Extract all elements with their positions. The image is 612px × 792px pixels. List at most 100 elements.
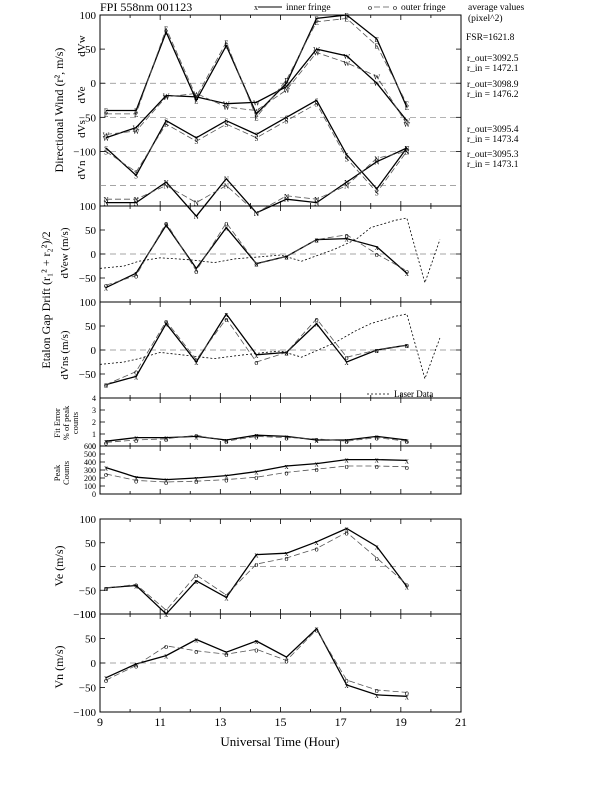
data-point: x [285,462,289,471]
data-point: x [285,653,289,662]
data-point: o [345,437,349,446]
panel4-ylabel-c: counts [70,412,80,434]
data-point: x [345,436,349,445]
series-line-outer-fringe [105,318,407,385]
y-tick-label: 0 [91,345,97,357]
data-point: o [224,591,228,600]
annotation-r-in: r_in = 1476.2 [467,90,519,100]
data-point: W [343,60,350,68]
series-line-inner-fringe [105,434,407,442]
data-point: x [405,341,409,350]
annotation-r-out: r_out=3098.9 [467,80,519,90]
data-point: o [164,642,168,651]
x-tick-label: 13 [214,715,226,729]
data-point: o [104,584,108,593]
data-point: o [104,381,108,390]
data-point: x [134,660,138,669]
data-point: o [134,368,138,377]
y-tick-label: 100 [80,10,97,22]
panel2-ylabel: dVew (m/s) [59,227,71,278]
y-tick-label: 0 [91,658,97,670]
panel3-ylabel: dVns (m/s) [59,330,71,380]
data-point: N [164,183,169,191]
data-point: x [405,269,409,278]
data-point: o [134,436,138,445]
data-point: W [313,46,320,54]
y-tick-label: 400 [84,458,96,467]
data-point: x [345,235,349,244]
data-point: S [254,135,258,143]
data-point: x [405,582,409,591]
panel1-sub-dvw: dVw [76,35,88,56]
y-tick-label: 50 [85,321,97,333]
data-point: W [343,53,350,61]
data-point: o [254,645,258,654]
data-point: o [134,272,138,281]
data-point: o [315,315,319,324]
y-tick-label: 3 [92,406,96,415]
data-point: o [315,435,319,444]
data-point: x [104,381,108,390]
data-point: x [194,264,198,273]
data-point: o [134,661,138,670]
data-point: W [103,135,110,143]
data-point: x [254,551,258,560]
data-point: x [375,243,379,252]
data-point: E [104,108,108,116]
data-point: x [194,474,198,483]
y-tick-label: 300 [84,466,96,475]
data-point: W [163,94,170,102]
data-point: N [344,179,349,187]
data-point: W [373,73,380,81]
panel1-sub-dve: dVe [76,86,88,103]
data-point: x [315,460,319,469]
data-point: o [194,356,198,365]
annotation-r-out: r_out=3092.5 [467,54,519,64]
data-point: x [315,320,319,329]
data-point: S [405,145,409,153]
data-point: o [345,676,349,685]
data-point: W [404,118,411,126]
data-point: S [134,169,138,177]
data-point: E [104,111,108,119]
data-point: E [405,101,409,109]
data-point: W [193,94,200,102]
panel5-ylabel: Peak [52,464,62,481]
x-axis-title: Universal Time (Hour) [220,734,339,749]
annotation-r-in: r_in = 1473.1 [467,160,519,170]
data-point: x [164,221,168,230]
series-line-dve-outer [106,17,408,119]
data-point: x [134,434,138,443]
data-point: W [313,50,320,58]
data-point: o [345,528,349,537]
y-tick-label: 0 [91,78,97,90]
data-point: o [315,236,319,245]
data-point: N [134,196,139,204]
data-point: E [405,104,409,112]
data-point: x [254,637,258,646]
data-point: S [345,152,349,160]
panel1-ylabel: Directional Wind (r², m/s) [52,48,66,173]
data-point: o [345,231,349,240]
figure-header: FPI 558nm 001123 x inner fringe o o oute… [100,0,524,43]
data-point: E [375,36,379,44]
data-point: S [194,135,198,143]
data-point: x [134,473,138,482]
data-point: W [373,80,380,88]
data-point: o [194,647,198,656]
series-line-dvs-outer [105,103,408,194]
data-point: S [315,97,319,105]
data-point: E [314,19,318,27]
x-tick-label: 9 [97,715,103,729]
data-point: x [375,432,379,441]
data-point: W [283,84,290,92]
data-point: o [254,432,258,441]
data-point: E [134,111,138,119]
data-point: o [405,581,409,590]
y-tick-label: 4 [92,394,96,403]
